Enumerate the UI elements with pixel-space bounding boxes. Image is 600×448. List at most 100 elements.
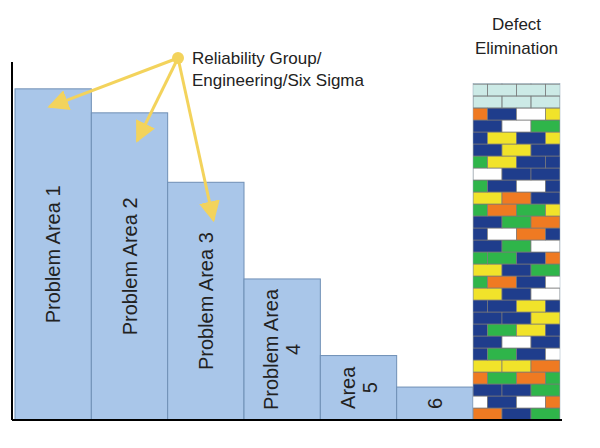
brick <box>502 288 531 300</box>
brick <box>473 216 502 228</box>
brick <box>531 336 560 348</box>
annotation-dot <box>172 52 184 64</box>
bar <box>320 356 396 420</box>
brick <box>502 168 531 180</box>
brick <box>473 84 488 96</box>
brick <box>473 372 488 384</box>
brick <box>546 396 561 408</box>
brick <box>473 264 502 276</box>
brick <box>473 252 488 264</box>
category-label-line: Area <box>337 366 359 409</box>
brick <box>531 216 560 228</box>
brick <box>546 276 561 288</box>
brick <box>473 180 488 192</box>
brick <box>502 360 531 372</box>
annotation-arrow <box>137 58 178 141</box>
bar <box>397 387 473 420</box>
brick <box>517 180 546 192</box>
brick <box>517 108 546 120</box>
brick <box>488 156 517 168</box>
brick <box>502 240 531 252</box>
brick <box>473 360 502 372</box>
brick <box>531 360 560 372</box>
brick <box>473 204 488 216</box>
brick <box>531 264 560 276</box>
category-label-line: 5 <box>359 382 381 393</box>
bar-labels: Problem Area 1Problem Area 2Problem Area… <box>42 185 446 410</box>
category-label: 6 <box>424 398 446 409</box>
brick <box>488 180 517 192</box>
category-label: Problem Area 3 <box>195 232 217 370</box>
brick <box>473 156 488 168</box>
brick <box>488 396 517 408</box>
brick <box>531 192 560 204</box>
category-label: Problem Area4 <box>260 288 304 410</box>
tower-bar <box>473 83 560 420</box>
brick <box>502 408 531 420</box>
brick <box>546 132 561 144</box>
brick <box>473 108 488 120</box>
brick <box>517 300 546 312</box>
tower-label-text: Defect <box>492 15 541 34</box>
brick <box>546 228 561 240</box>
brick <box>473 192 502 204</box>
brick <box>502 192 531 204</box>
brick <box>473 276 488 288</box>
bar <box>168 182 244 420</box>
category-label-line: 4 <box>282 344 304 355</box>
brick <box>473 348 488 360</box>
brick <box>488 132 517 144</box>
brick <box>546 252 561 264</box>
brick <box>546 204 561 216</box>
brick <box>531 408 560 420</box>
brick <box>502 120 531 132</box>
brick <box>546 324 561 336</box>
x-axis <box>12 419 562 421</box>
brick <box>531 144 560 156</box>
brick <box>517 276 546 288</box>
brick <box>517 348 546 360</box>
brick <box>531 384 560 396</box>
brick <box>473 168 502 180</box>
brick <box>473 144 502 156</box>
brick <box>546 300 561 312</box>
brick <box>488 108 517 120</box>
annotation-text: Reliability Group/ <box>192 49 322 68</box>
brick <box>531 168 560 180</box>
brick <box>488 348 517 360</box>
brick <box>517 84 546 96</box>
brick <box>531 120 560 132</box>
category-label-line: Problem Area <box>260 288 282 410</box>
brick <box>473 132 488 144</box>
category-label: Area5 <box>337 366 381 409</box>
brick <box>473 288 502 300</box>
brick <box>517 372 546 384</box>
bar <box>244 279 320 420</box>
brick <box>473 396 488 408</box>
annotation-text: Engineering/Six Sigma <box>192 71 365 90</box>
brick <box>488 372 517 384</box>
bar <box>15 89 91 420</box>
brick <box>517 396 546 408</box>
brick <box>546 348 561 360</box>
brick <box>473 324 488 336</box>
brick <box>473 408 502 420</box>
brick <box>517 204 546 216</box>
brick <box>488 300 517 312</box>
brick <box>546 372 561 384</box>
brick <box>517 324 546 336</box>
brick <box>488 84 517 96</box>
brick <box>517 132 546 144</box>
brick <box>488 252 517 264</box>
brick <box>546 108 561 120</box>
tower <box>459 72 563 420</box>
brick <box>502 96 531 108</box>
brick <box>473 96 502 108</box>
brick <box>473 312 502 324</box>
brick <box>473 336 502 348</box>
brick <box>517 252 546 264</box>
bars <box>15 89 473 420</box>
brick <box>502 264 531 276</box>
brick <box>531 288 560 300</box>
brick <box>488 228 517 240</box>
